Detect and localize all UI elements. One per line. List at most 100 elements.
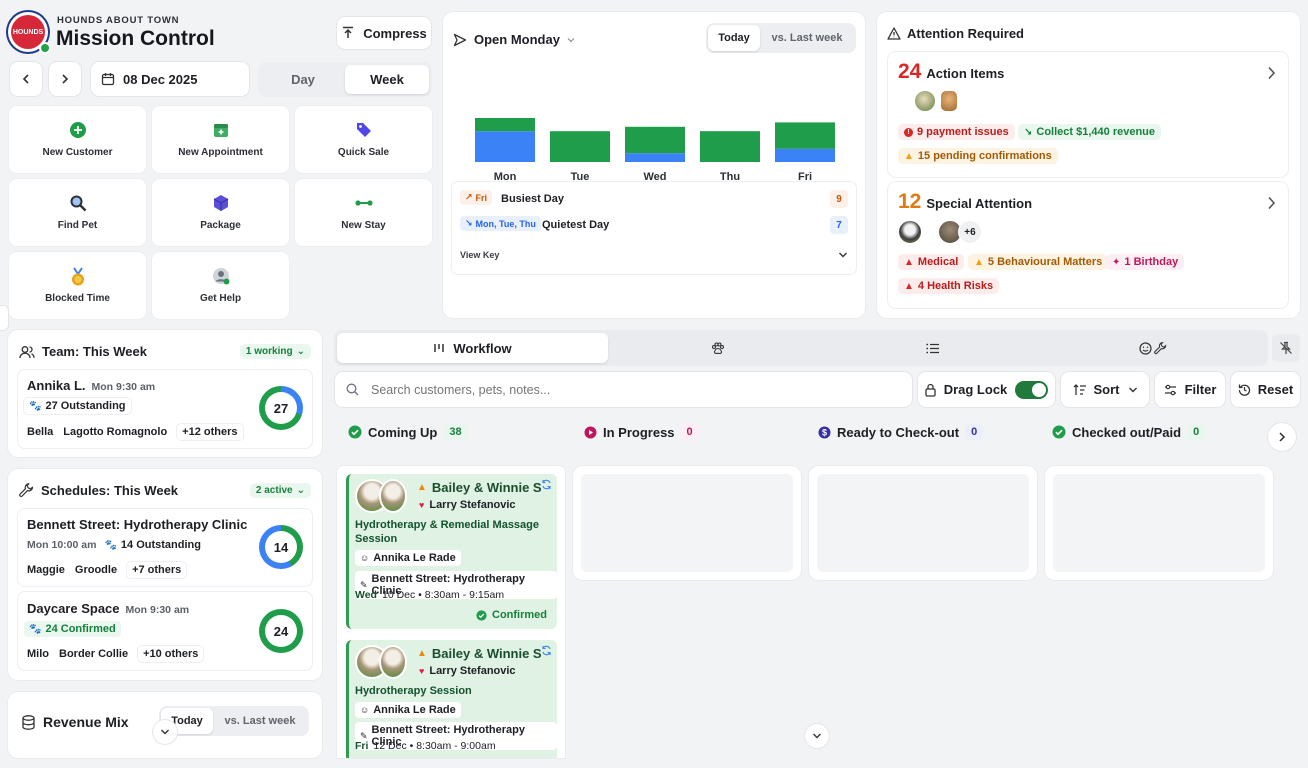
- column-checked-out[interactable]: Checked out/Paid 0: [1052, 424, 1206, 440]
- schedule-others[interactable]: +10 others: [138, 646, 203, 662]
- filter-button[interactable]: Filter: [1155, 372, 1225, 407]
- revenue-last-week-tab[interactable]: vs. Last week: [224, 715, 296, 727]
- action-items-label: Action Items: [926, 66, 1005, 81]
- wrench-icon: [19, 483, 34, 498]
- bar-fri-segment-1: [775, 122, 835, 149]
- schedule-others[interactable]: +7 others: [127, 562, 186, 578]
- action-items-count: 24: [898, 60, 922, 83]
- pet-avatar: [379, 645, 407, 679]
- revenue-expand-button[interactable]: [153, 720, 177, 744]
- new-customer-button[interactable]: New Customer: [9, 106, 146, 173]
- plus-circle-icon: [69, 121, 87, 139]
- pet-avatar: [940, 90, 958, 112]
- prev-date-button[interactable]: [10, 62, 42, 96]
- load-more-button[interactable]: [805, 724, 829, 748]
- link-icon: [354, 194, 374, 212]
- appointment-service: Hydrotherapy & Remedial Massage Session: [355, 519, 540, 545]
- schedule-card[interactable]: Bennett Street: Hydrotherapy Clinic Mon …: [18, 509, 312, 586]
- collect-revenue-badge[interactable]: ↘ Collect $1,440 revenue: [1018, 124, 1162, 140]
- special-attention-count: 12: [898, 190, 922, 213]
- column-in-progress[interactable]: In Progress 0: [584, 424, 699, 440]
- heart-icon: ♥: [419, 666, 425, 676]
- schedule-name: Daycare Space: [27, 601, 120, 616]
- chevron-down-icon: [838, 250, 848, 260]
- schedules-active-badge[interactable]: 2 active ⌄: [249, 483, 311, 498]
- team-working-badge[interactable]: 1 working ⌄: [239, 344, 311, 359]
- column-ready-checkout[interactable]: $ Ready to Check-out 0: [818, 424, 984, 440]
- help-icon: [212, 267, 230, 285]
- package-button[interactable]: Package: [152, 179, 289, 246]
- schedule-ring-value: 14: [265, 531, 297, 563]
- calendar-plus-icon: [212, 121, 230, 139]
- quick-sale-button[interactable]: Quick Sale: [295, 106, 432, 173]
- tab-list[interactable]: [825, 333, 1040, 363]
- paw-icon: 🐾: [29, 400, 42, 412]
- empty-column-placeholder: [581, 474, 793, 572]
- next-date-button[interactable]: [49, 62, 81, 96]
- compress-button[interactable]: Compress: [337, 17, 431, 49]
- appointment-card[interactable]: ▲ Bailey & Winnie S ♥ Larry Stefanovic H…: [346, 474, 557, 629]
- column-coming-up[interactable]: Coming Up 38: [348, 424, 468, 440]
- member-time: Mon 9:30 am: [91, 381, 156, 393]
- column-count: 0: [680, 424, 699, 440]
- database-icon: [22, 714, 35, 730]
- team-member-card[interactable]: Annika L. Mon 9:30 am 🐾 27 Outstanding B…: [18, 370, 312, 448]
- view-week-tab[interactable]: Week: [345, 65, 429, 94]
- health-risks-badge[interactable]: ▲ 4 Health Risks: [898, 278, 1000, 294]
- tab-workflow[interactable]: Workflow: [337, 333, 608, 363]
- view-day-tab[interactable]: Day: [291, 72, 315, 87]
- search-input[interactable]: [371, 382, 891, 397]
- get-help-button[interactable]: Get Help: [152, 252, 289, 319]
- scroll-columns-right-button[interactable]: [1268, 423, 1296, 451]
- bar-wed-segment-1: [625, 126, 685, 154]
- payment-issues-badge[interactable]: ! 9 payment issues: [898, 124, 1015, 140]
- open-day-today-tab[interactable]: Today: [708, 25, 760, 51]
- drag-lock-toggle[interactable]: [1015, 380, 1049, 399]
- appointment-location-name: Bennett Street: Hydrotherapy Clinic: [371, 724, 525, 748]
- bar-mon-segment-0: [475, 131, 535, 162]
- date-picker[interactable]: 08 Dec 2025: [91, 62, 249, 96]
- recurring-icon: [541, 479, 552, 490]
- unpin-button[interactable]: [1272, 334, 1300, 362]
- sidebar-collapse-handle[interactable]: [0, 306, 8, 330]
- open-day-last-week-tab[interactable]: vs. Last week: [771, 32, 843, 44]
- search-box[interactable]: [335, 372, 912, 407]
- view-key-toggle[interactable]: View Key: [460, 250, 848, 260]
- filter-icon: [1164, 384, 1177, 396]
- schedule-status: 🐾 24 Confirmed: [24, 621, 121, 637]
- appointment-pets: Bailey & Winnie S: [431, 480, 542, 495]
- birthday-badge[interactable]: ✦ 1 Birthday: [1106, 254, 1185, 270]
- new-appointment-button[interactable]: New Appointment: [152, 106, 289, 173]
- busiest-label: Busiest Day: [501, 193, 564, 205]
- schedule-card[interactable]: Daycare Space Mon 9:30 am 🐾 24 Confirmed…: [18, 592, 312, 670]
- member-others[interactable]: +12 others: [177, 424, 242, 440]
- appointment-pet-avatars: [355, 479, 407, 513]
- reset-button[interactable]: Reset: [1231, 372, 1300, 407]
- quietest-count: 7: [830, 216, 848, 234]
- calendar-icon: [101, 72, 115, 86]
- health-risks-text: 4 Health Risks: [917, 280, 994, 292]
- action-items-card[interactable]: 24 Action Items ! 9 payment issues ↘ Col…: [888, 52, 1288, 177]
- warning-icon: ▲: [417, 482, 427, 493]
- behavioural-badge[interactable]: ▲ 5 Behavioural Matters: [968, 254, 1109, 270]
- medical-badge[interactable]: ▲ Medical: [898, 254, 965, 270]
- schedule-pet-name: Milo: [27, 648, 49, 660]
- new-stay-button[interactable]: New Stay: [295, 179, 432, 246]
- medal-icon: [69, 267, 87, 286]
- appointment-owner: Larry Stefanovic: [429, 665, 516, 677]
- find-pet-button[interactable]: Find Pet: [9, 179, 146, 246]
- tab-customer-tools[interactable]: [1040, 333, 1265, 363]
- reset-icon: [1238, 383, 1251, 396]
- pending-confirmations-badge[interactable]: ▲ 15 pending confirmations: [898, 148, 1058, 164]
- column-title: Coming Up: [368, 424, 438, 440]
- sort-button[interactable]: Sort: [1061, 372, 1149, 407]
- appointment-location-name: Bennett Street: Hydrotherapy Clinic: [371, 573, 525, 597]
- tab-pets[interactable]: [610, 333, 825, 363]
- open-day-header[interactable]: Open Monday: [453, 32, 575, 47]
- appointment-card[interactable]: ▲ Bailey & Winnie S ♥ Larry Stefanovic H…: [346, 640, 557, 758]
- drag-lock-control[interactable]: Drag Lock: [918, 372, 1055, 407]
- blocked-time-button[interactable]: Blocked Time: [9, 252, 146, 319]
- special-attention-card[interactable]: 12 Special Attention +6 ▲ Medical ▲ 5 Be…: [888, 182, 1288, 308]
- appointment-status-text: Confirmed: [492, 609, 547, 621]
- column-count: 38: [443, 424, 468, 440]
